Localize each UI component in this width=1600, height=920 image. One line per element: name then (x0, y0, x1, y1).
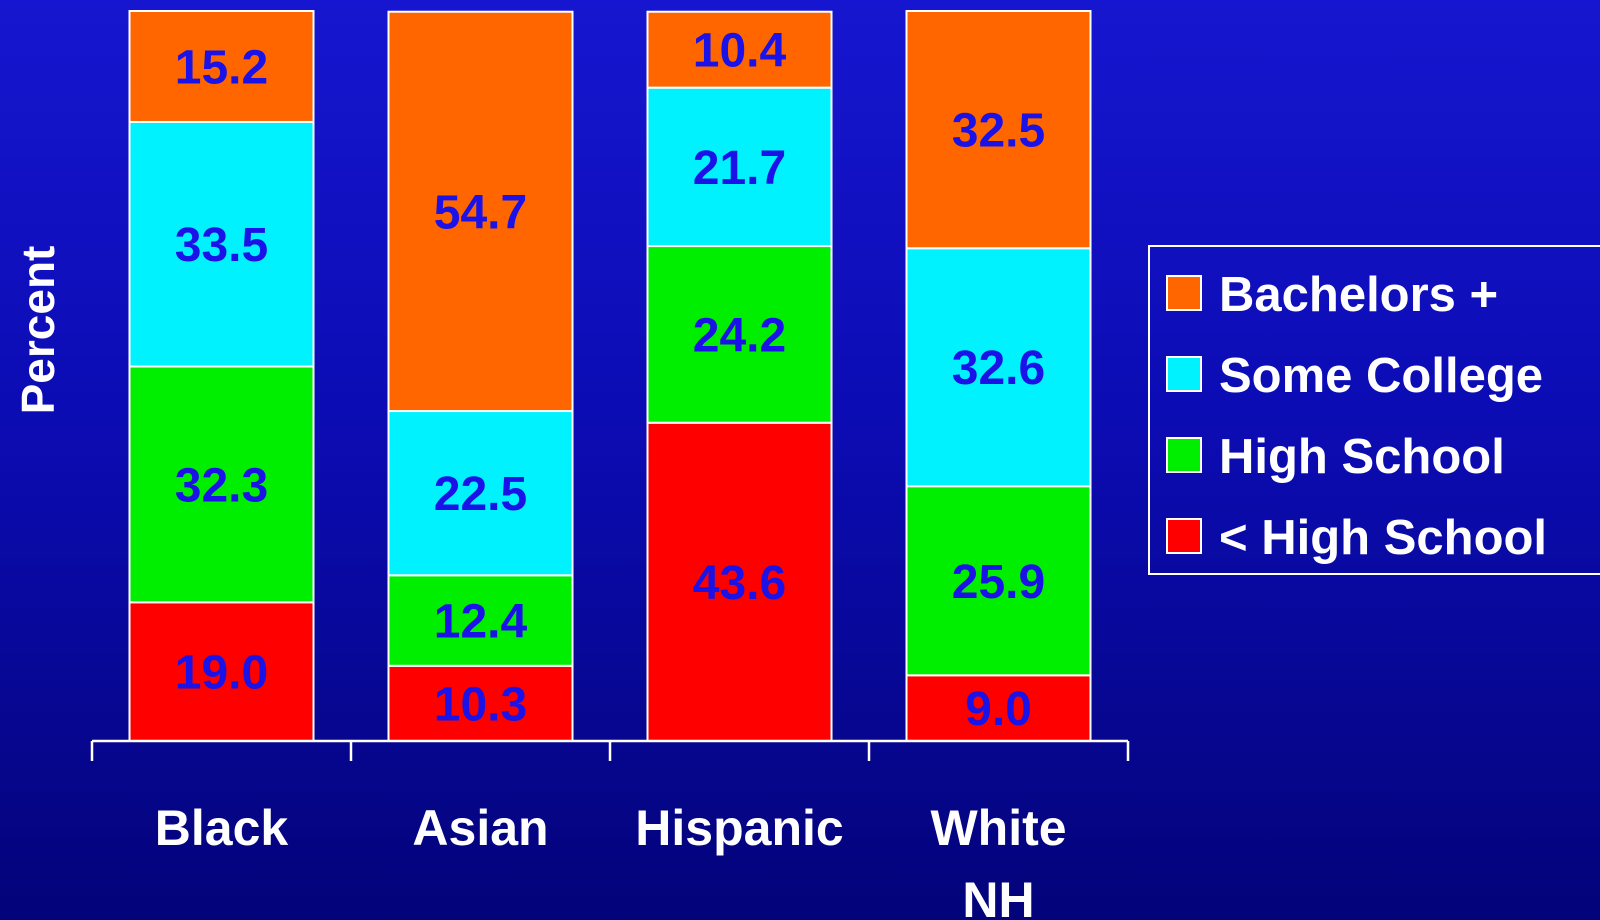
legend-label-high-school: High School (1219, 430, 1505, 484)
x-tick-label-white-nh: White NH (930, 800, 1066, 920)
data-label-white-nh-high-school: 9.0 (965, 683, 1032, 736)
legend-swatch-some-college (1166, 356, 1202, 392)
bar-segment-black-high-school (128, 365, 315, 604)
data-label-black-high-school: 19.0 (175, 647, 268, 700)
bar-segment-hispanic-some-college (646, 86, 833, 248)
data-label-hispanic-high-school: 24.2 (693, 309, 786, 362)
bar-segment-asian-high-school (387, 574, 574, 667)
x-axis (90, 739, 1130, 761)
data-label-hispanic-bachelors: 10.4 (693, 25, 787, 78)
bar-segment-white-nh-bachelors (905, 10, 1092, 250)
data-label-hispanic-high-school: 43.6 (693, 557, 786, 610)
data-label-white-nh-some-college: 32.6 (952, 342, 1045, 395)
data-label-black-bachelors: 15.2 (175, 41, 268, 94)
bar-segment-asian-bachelors (387, 10, 574, 413)
legend-swatch-high-school (1166, 518, 1202, 554)
data-label-asian-high-school: 12.4 (434, 596, 528, 649)
legend-box (1148, 245, 1600, 575)
legend-label-some-college: Some College (1219, 349, 1543, 403)
bar-segment-asian-some-college (387, 410, 574, 577)
bar-segment-black-high-school (128, 601, 315, 742)
legend: Bachelors + Some College High School < High… (1148, 245, 1600, 575)
legend-swatch-high-school (1166, 437, 1202, 473)
legend-label-bachelors: Bachelors + (1219, 268, 1498, 322)
x-tick-label-hispanic: Hispanic (635, 800, 843, 856)
data-label-white-nh-bachelors: 32.5 (952, 105, 1045, 158)
data-label-white-nh-high-school: 25.9 (952, 556, 1045, 609)
bar-segment-white-nh-some-college (905, 247, 1092, 488)
legend-label-high-school: < High School (1219, 511, 1547, 565)
data-label-asian-some-college: 22.5 (434, 468, 527, 521)
legend-swatch-bachelors (1166, 275, 1202, 311)
x-tick-label-black: Black (155, 800, 289, 856)
bar-segment-hispanic-bachelors (646, 10, 833, 89)
y-axis-label: Percent (12, 246, 64, 415)
bar-segment-black-bachelors (128, 10, 315, 123)
data-label-hispanic-some-college: 21.7 (693, 142, 786, 195)
bar-segment-hispanic-high-school (646, 245, 833, 424)
data-label-asian-bachelors: 54.7 (434, 186, 527, 239)
data-label-black-some-college: 33.5 (175, 219, 268, 272)
x-tick-labels: Black Asian Hispanic White NH (155, 800, 1067, 920)
bars-group: 19.0 32.3 33.5 15.2 10.3 12.4 22.5 54.7 43.6 24.2… (128, 10, 1092, 742)
data-label-black-high-school: 32.3 (175, 459, 268, 512)
data-label-asian-high-school: 10.3 (434, 678, 527, 731)
x-tick-label-asian: Asian (412, 800, 548, 856)
